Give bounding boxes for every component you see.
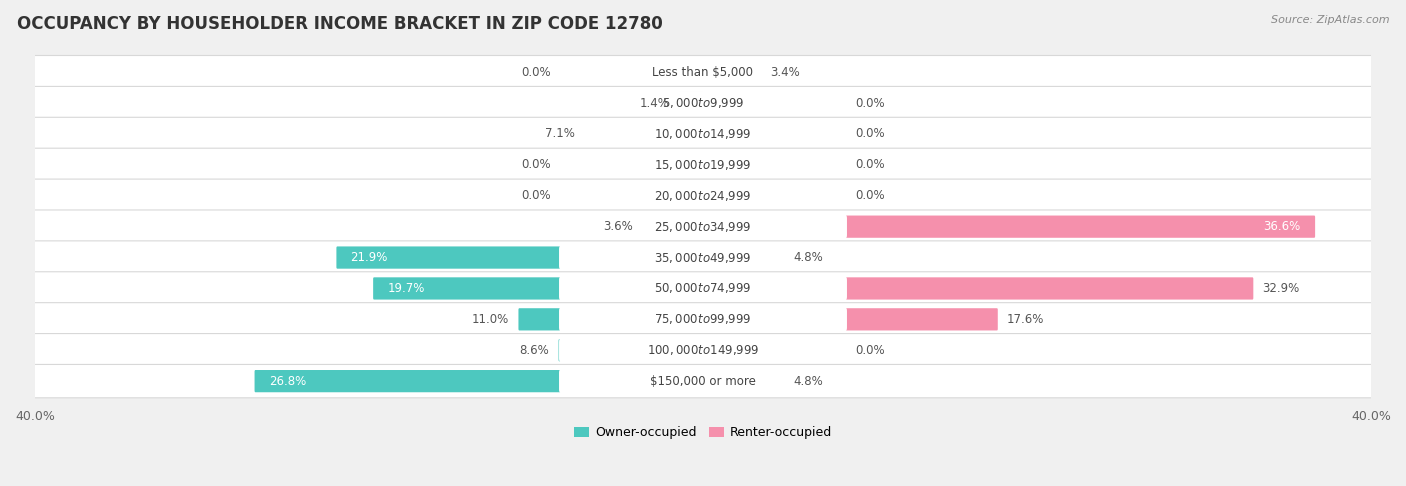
FancyBboxPatch shape xyxy=(254,370,704,392)
Text: 0.0%: 0.0% xyxy=(855,97,884,109)
Text: 0.0%: 0.0% xyxy=(522,158,551,172)
FancyBboxPatch shape xyxy=(702,215,1315,238)
Text: 0.0%: 0.0% xyxy=(522,189,551,202)
FancyBboxPatch shape xyxy=(702,246,785,269)
FancyBboxPatch shape xyxy=(373,278,704,299)
FancyBboxPatch shape xyxy=(24,117,1382,151)
Text: 3.6%: 3.6% xyxy=(603,220,633,233)
FancyBboxPatch shape xyxy=(560,122,846,146)
Text: 36.6%: 36.6% xyxy=(1264,220,1301,233)
Text: $50,000 to $74,999: $50,000 to $74,999 xyxy=(654,281,752,295)
Text: 17.6%: 17.6% xyxy=(1007,313,1045,326)
Text: 0.0%: 0.0% xyxy=(855,158,884,172)
FancyBboxPatch shape xyxy=(583,123,704,145)
FancyBboxPatch shape xyxy=(519,308,704,330)
FancyBboxPatch shape xyxy=(24,87,1382,120)
FancyBboxPatch shape xyxy=(560,277,846,300)
Text: 4.8%: 4.8% xyxy=(793,251,823,264)
FancyBboxPatch shape xyxy=(560,91,846,115)
FancyBboxPatch shape xyxy=(560,215,846,239)
FancyBboxPatch shape xyxy=(702,370,785,392)
Text: $35,000 to $49,999: $35,000 to $49,999 xyxy=(654,251,752,264)
FancyBboxPatch shape xyxy=(24,364,1382,398)
Text: 3.4%: 3.4% xyxy=(770,66,800,79)
Text: 19.7%: 19.7% xyxy=(387,282,425,295)
Text: Less than $5,000: Less than $5,000 xyxy=(652,66,754,79)
Text: 1.4%: 1.4% xyxy=(640,97,669,109)
Text: 7.1%: 7.1% xyxy=(544,127,575,140)
Text: 0.0%: 0.0% xyxy=(522,66,551,79)
Text: $150,000 or more: $150,000 or more xyxy=(650,375,756,388)
Text: 26.8%: 26.8% xyxy=(269,375,307,388)
Text: 0.0%: 0.0% xyxy=(855,344,884,357)
FancyBboxPatch shape xyxy=(702,61,761,83)
FancyBboxPatch shape xyxy=(24,179,1382,212)
Text: 32.9%: 32.9% xyxy=(1263,282,1299,295)
FancyBboxPatch shape xyxy=(643,215,704,238)
Text: $25,000 to $34,999: $25,000 to $34,999 xyxy=(654,220,752,234)
Text: 0.0%: 0.0% xyxy=(855,189,884,202)
FancyBboxPatch shape xyxy=(336,246,704,269)
Text: $10,000 to $14,999: $10,000 to $14,999 xyxy=(654,127,752,141)
Text: $15,000 to $19,999: $15,000 to $19,999 xyxy=(654,158,752,172)
Text: $100,000 to $149,999: $100,000 to $149,999 xyxy=(647,343,759,357)
FancyBboxPatch shape xyxy=(560,369,846,393)
FancyBboxPatch shape xyxy=(560,245,846,270)
FancyBboxPatch shape xyxy=(24,55,1382,89)
Text: 4.8%: 4.8% xyxy=(793,375,823,388)
FancyBboxPatch shape xyxy=(702,308,998,330)
FancyBboxPatch shape xyxy=(560,60,846,84)
Text: 21.9%: 21.9% xyxy=(350,251,388,264)
FancyBboxPatch shape xyxy=(558,339,704,362)
Text: 0.0%: 0.0% xyxy=(855,127,884,140)
FancyBboxPatch shape xyxy=(560,307,846,331)
Text: 11.0%: 11.0% xyxy=(472,313,509,326)
FancyBboxPatch shape xyxy=(24,272,1382,305)
FancyBboxPatch shape xyxy=(679,92,704,114)
Text: OCCUPANCY BY HOUSEHOLDER INCOME BRACKET IN ZIP CODE 12780: OCCUPANCY BY HOUSEHOLDER INCOME BRACKET … xyxy=(17,15,662,33)
FancyBboxPatch shape xyxy=(24,210,1382,243)
FancyBboxPatch shape xyxy=(24,241,1382,274)
Text: $75,000 to $99,999: $75,000 to $99,999 xyxy=(654,312,752,326)
FancyBboxPatch shape xyxy=(702,278,1253,299)
Text: $20,000 to $24,999: $20,000 to $24,999 xyxy=(654,189,752,203)
FancyBboxPatch shape xyxy=(24,148,1382,182)
FancyBboxPatch shape xyxy=(560,338,846,362)
Text: $5,000 to $9,999: $5,000 to $9,999 xyxy=(662,96,744,110)
Text: Source: ZipAtlas.com: Source: ZipAtlas.com xyxy=(1271,15,1389,25)
FancyBboxPatch shape xyxy=(560,184,846,208)
Legend: Owner-occupied, Renter-occupied: Owner-occupied, Renter-occupied xyxy=(568,421,838,444)
FancyBboxPatch shape xyxy=(24,303,1382,336)
Text: 8.6%: 8.6% xyxy=(520,344,550,357)
FancyBboxPatch shape xyxy=(560,153,846,177)
FancyBboxPatch shape xyxy=(24,333,1382,367)
